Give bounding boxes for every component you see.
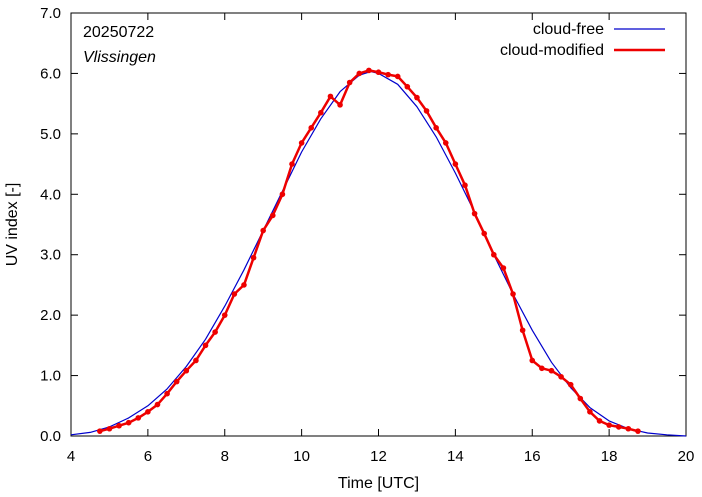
x-tick-label: 12	[370, 448, 387, 465]
cloud-modified-point	[577, 395, 584, 402]
cloud-modified-point	[558, 373, 564, 380]
series-layer	[70, 67, 687, 437]
axis-ticks	[70, 12, 687, 437]
cloud-modified-point	[539, 365, 545, 372]
cloud-modified-point	[106, 425, 113, 432]
x-tick-label: 18	[601, 448, 618, 465]
cloud-modified-point	[145, 409, 151, 415]
x-tick-label: 10	[293, 448, 310, 465]
y-tick-label: 1.0	[40, 368, 61, 385]
cloud-modified-point	[567, 381, 574, 388]
cloud-modified-point	[164, 390, 170, 397]
cloud-modified-point	[346, 79, 353, 86]
cloud-modified-point	[433, 125, 439, 131]
y-axis-title: UV index [-]	[4, 183, 21, 267]
y-tick-label: 4.0	[40, 186, 61, 203]
cloud-modified-point	[116, 422, 122, 429]
cloud-modified-point	[308, 125, 315, 131]
cloud-modified-point	[615, 424, 622, 430]
plot-frame	[70, 12, 687, 437]
cloud-modified-point	[375, 69, 382, 76]
cloud-modified-point	[385, 71, 391, 78]
cloud-modified-point	[491, 251, 497, 258]
cloud-modified-point	[154, 401, 161, 408]
cloud-modified-point	[269, 212, 276, 219]
x-tick-label: 6	[144, 448, 152, 465]
cloud-modified-point	[414, 94, 420, 101]
y-tick-label: 3.0	[40, 247, 61, 264]
cloud-modified-point	[587, 409, 593, 415]
cloud-modified-point	[366, 67, 372, 74]
x-tick-label: 4	[67, 448, 75, 465]
date-annotation: 20250722	[83, 24, 154, 41]
y-tick-labels: 0.0 1.0 2.0 3.0 4.0 5.0 6.0 7.0	[40, 5, 61, 445]
cloud-modified-point	[529, 357, 536, 364]
cloud-modified-point	[202, 342, 209, 349]
cloud-modified-point	[183, 367, 190, 374]
cloud-modified-point	[481, 230, 488, 237]
cloud-modified-point	[462, 182, 468, 189]
cloud-modified-point	[394, 73, 401, 80]
cloud-modified-point	[356, 70, 363, 77]
cloud-modified-point	[442, 140, 449, 146]
cloud-modified-point	[231, 291, 238, 297]
cloud-modified-point	[606, 422, 612, 428]
cloud-modified-point	[452, 161, 459, 167]
x-tick-labels: 4 6 8 10 12 14 16 18 20	[67, 448, 695, 465]
y-tick-label: 6.0	[40, 65, 61, 82]
cloud-modified-point	[500, 265, 507, 271]
cloud-modified-point	[173, 378, 180, 385]
x-tick-label: 20	[678, 448, 695, 465]
x-tick-label: 8	[221, 448, 229, 465]
legend-label-cloud-free: cloud-free	[533, 21, 604, 38]
cloud-modified-point	[519, 327, 526, 334]
cloud-modified-point	[596, 418, 603, 424]
cloud-modified-point	[279, 191, 286, 198]
cloud-modified-point	[212, 329, 218, 335]
cloud-modified-point	[298, 140, 305, 146]
cloud-free-line	[70, 70, 687, 437]
cloud-modified-point	[510, 291, 516, 297]
cloud-modified-point	[260, 227, 266, 234]
y-tick-label: 2.0	[40, 307, 61, 324]
x-tick-label: 14	[447, 448, 464, 465]
cloud-modified-point	[250, 254, 257, 261]
cloud-modified-point	[404, 83, 411, 90]
cloud-modified-point	[327, 93, 334, 100]
y-tick-label: 5.0	[40, 126, 61, 143]
cloud-modified-point	[625, 425, 632, 432]
cloud-modified-point	[125, 419, 132, 426]
cloud-modified-point	[635, 428, 641, 434]
cloud-modified-point	[548, 367, 555, 374]
cloud-modified-point	[241, 282, 247, 288]
cloud-modified-line	[99, 69, 639, 433]
cloud-modified-point	[289, 161, 295, 167]
cloud-modified-point	[471, 210, 478, 217]
y-tick-label: 7.0	[40, 5, 61, 22]
station-annotation: Vlissingen	[83, 49, 156, 66]
legend: cloud-free cloud-modified	[500, 21, 665, 59]
x-axis-title: Time [UTC]	[338, 475, 419, 492]
cloud-modified-point	[337, 102, 343, 108]
y-tick-label: 0.0	[40, 428, 61, 445]
cloud-modified-point	[135, 415, 142, 421]
cloud-modified-point	[423, 108, 430, 114]
legend-label-cloud-modified: cloud-modified	[500, 42, 604, 59]
cloud-modified-point	[193, 357, 199, 364]
cloud-modified-point	[97, 428, 103, 434]
cloud-modified-point	[221, 312, 228, 318]
x-tick-label: 16	[524, 448, 541, 465]
cloud-modified-point	[318, 109, 324, 116]
